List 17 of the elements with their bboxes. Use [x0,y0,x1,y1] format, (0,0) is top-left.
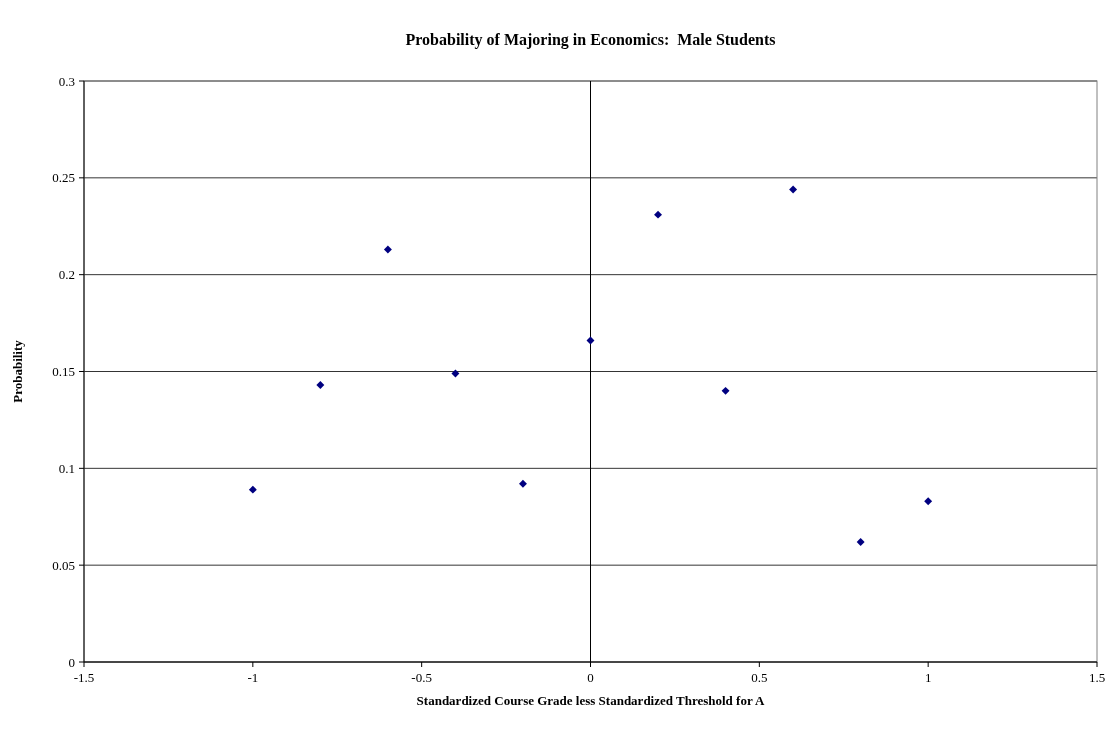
y-tick-label: 0.15 [52,364,75,379]
x-tick-label: 0.5 [751,670,768,685]
x-tick-label: 1.5 [1088,670,1106,685]
y-tick-label: 0.2 [58,267,75,283]
x-tick-label: 0 [587,670,594,685]
x-axis-title: Standardized Course Grade less Standardized Threshold for A [416,693,765,708]
x-tick-label: -0.5 [411,670,432,685]
y-tick-label: 0.3 [58,73,75,89]
x-tick-label: 1 [924,670,932,685]
y-tick-label: 0.05 [52,557,75,573]
x-tick-label: -1.5 [73,670,95,685]
y-tick-label: 0 [68,654,75,670]
chart-title: Probability of Majoring in Economics: Male Students [405,31,776,49]
y-tick-label: 0.25 [52,170,75,186]
y-tick-label: 0.1 [58,460,75,476]
y-axis-title: Probability [10,339,25,403]
x-tick-label: -1 [247,670,259,685]
